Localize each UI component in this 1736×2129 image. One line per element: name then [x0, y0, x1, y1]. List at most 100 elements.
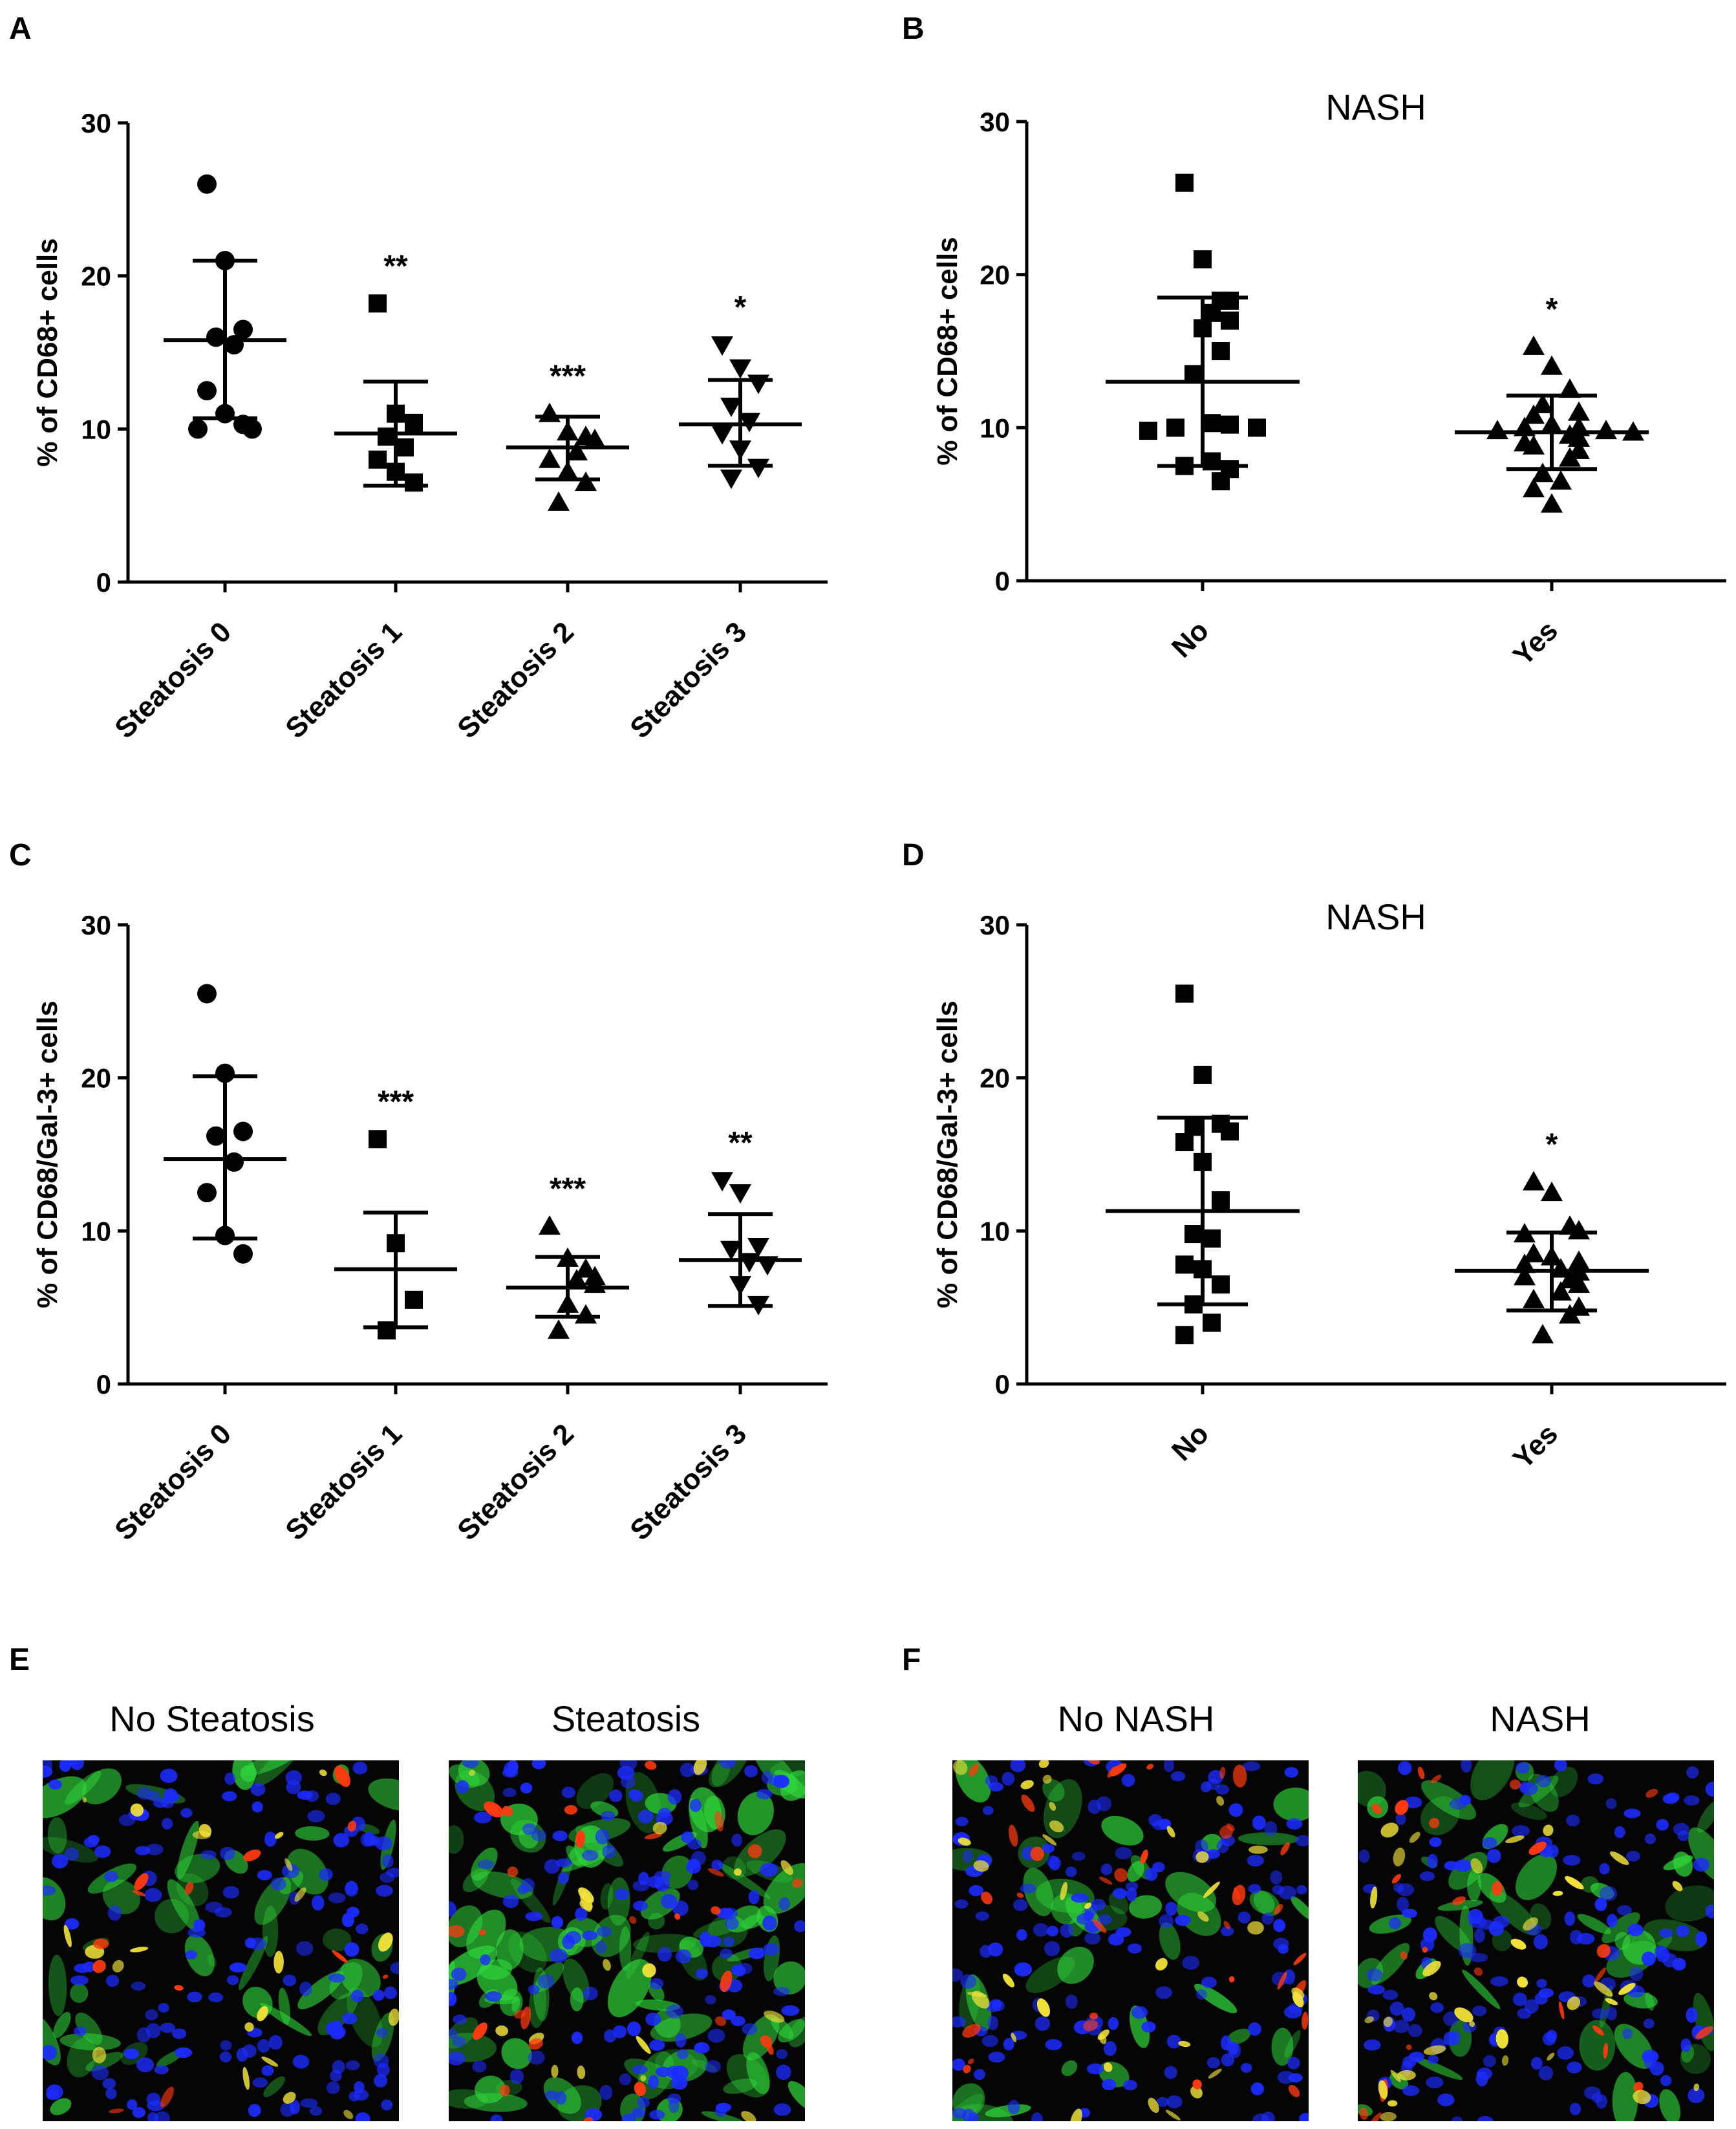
data-point — [1184, 1225, 1203, 1244]
y-tick-label: 30 — [980, 910, 1010, 940]
nucleus — [102, 2078, 116, 2090]
nucleus — [1272, 1885, 1285, 1895]
macrophage-stain — [1429, 1817, 1440, 1829]
green-stain — [472, 1871, 533, 1899]
nucleus — [794, 1920, 805, 1932]
macrophage-stain — [1523, 1917, 1538, 1931]
nucleus — [372, 1989, 385, 2001]
nucleus — [1641, 1951, 1656, 1966]
macrophage-stain — [1042, 1834, 1057, 1846]
nucleus — [1567, 2061, 1582, 2074]
nucleus — [649, 2110, 665, 2120]
nucleus — [1031, 2112, 1043, 2121]
macrophage-stain — [1473, 1967, 1483, 1976]
nucleus — [528, 1984, 540, 1995]
macrophage-stain — [1359, 2107, 1369, 2120]
green-stain — [619, 1926, 632, 1971]
data-point — [566, 1269, 588, 1289]
nucleus — [1228, 1803, 1243, 1817]
macrophage-stain — [1406, 2044, 1412, 2050]
macrophage-stain — [1567, 1996, 1581, 2011]
nucleus — [531, 1760, 546, 1769]
nucleus — [257, 1870, 272, 1881]
nucleus — [250, 1782, 266, 1797]
nucleus — [373, 2053, 389, 2068]
macrophage-stain — [1395, 1800, 1409, 1815]
nucleus — [1277, 2071, 1295, 2084]
nucleus — [1490, 1976, 1508, 1987]
nucleus — [456, 1780, 469, 1794]
macrophage-stain — [674, 1913, 681, 1920]
macrophage-stain — [747, 1844, 762, 1859]
nucleus — [480, 1954, 491, 1965]
macrophage-stain — [1036, 1998, 1051, 2017]
nucleus — [208, 1992, 224, 2003]
nucleus — [1060, 1923, 1074, 1938]
nucleus — [1587, 1773, 1604, 1785]
data-point — [711, 1172, 733, 1192]
micrograph-image — [1358, 1760, 1714, 2121]
data-point — [224, 335, 244, 355]
green-stain — [1550, 1767, 1578, 1797]
significance-label: * — [734, 290, 747, 325]
data-point — [233, 1121, 253, 1141]
macrophage-stain — [640, 2075, 647, 2082]
nucleus — [631, 2107, 645, 2118]
green-stain — [65, 1771, 102, 1805]
nucleus — [171, 2028, 187, 2039]
macrophage-stain — [1596, 1943, 1611, 1958]
macrophage-stain — [1280, 1842, 1290, 1855]
macrophage-stain — [962, 2024, 981, 2038]
nucleus — [307, 1810, 325, 1822]
y-tick-label: 20 — [81, 261, 111, 292]
macrophage-stain — [1009, 1824, 1018, 1847]
nucleus — [1247, 1855, 1264, 1866]
macrophage-stain — [603, 1959, 611, 1971]
nucleus — [1566, 1814, 1580, 1827]
nucleus — [64, 1848, 80, 1861]
macrophage-stain — [1195, 1851, 1209, 1863]
green-stain — [167, 1879, 201, 1932]
nucleus — [627, 2021, 641, 2037]
macrophage-stain — [1383, 2016, 1393, 2027]
green-stain — [50, 2098, 72, 2115]
data-point — [1559, 1304, 1581, 1324]
data-point — [1139, 422, 1157, 440]
nucleus — [1252, 2113, 1270, 2121]
nucleus — [326, 2081, 340, 2094]
data-point — [1221, 291, 1239, 310]
nucleus — [1123, 2079, 1137, 2091]
series-steatosis-0 — [164, 174, 286, 439]
nucleus — [1364, 2039, 1381, 2051]
nucleus — [1393, 2020, 1409, 2033]
series-steatosis-3: ** — [679, 1126, 802, 1315]
nucleus — [555, 1858, 572, 1868]
data-point — [548, 1319, 570, 1339]
nucleus — [94, 1845, 111, 1858]
nucleus — [1576, 1932, 1595, 1945]
macrophage-stain — [1099, 2033, 1107, 2044]
macrophage-stain — [273, 1951, 284, 1974]
macrophage-stain — [1528, 1841, 1547, 1855]
nucleus — [452, 2036, 466, 2047]
green-stain — [737, 1791, 774, 1835]
green-stain — [563, 1958, 590, 2004]
nucleus — [1389, 2002, 1404, 2016]
nucleus — [286, 1780, 301, 1795]
data-point — [1568, 427, 1590, 447]
nucleus — [601, 1810, 616, 1821]
significance-label: *** — [550, 1172, 586, 1206]
nucleus — [1286, 1818, 1303, 1830]
data-point — [720, 397, 742, 417]
nucleus — [583, 1986, 598, 2001]
nucleus — [689, 1799, 702, 1812]
y-tick-label: 10 — [81, 414, 111, 444]
nucleus — [1366, 1968, 1383, 1982]
nucleus — [309, 2106, 323, 2116]
nucleus — [1013, 1899, 1028, 1911]
nucleus — [381, 1854, 394, 1868]
nucleus — [222, 1886, 239, 1899]
macrophage-stain — [495, 2025, 509, 2037]
nucleus — [1512, 1993, 1527, 2007]
data-point — [1514, 1266, 1536, 1286]
